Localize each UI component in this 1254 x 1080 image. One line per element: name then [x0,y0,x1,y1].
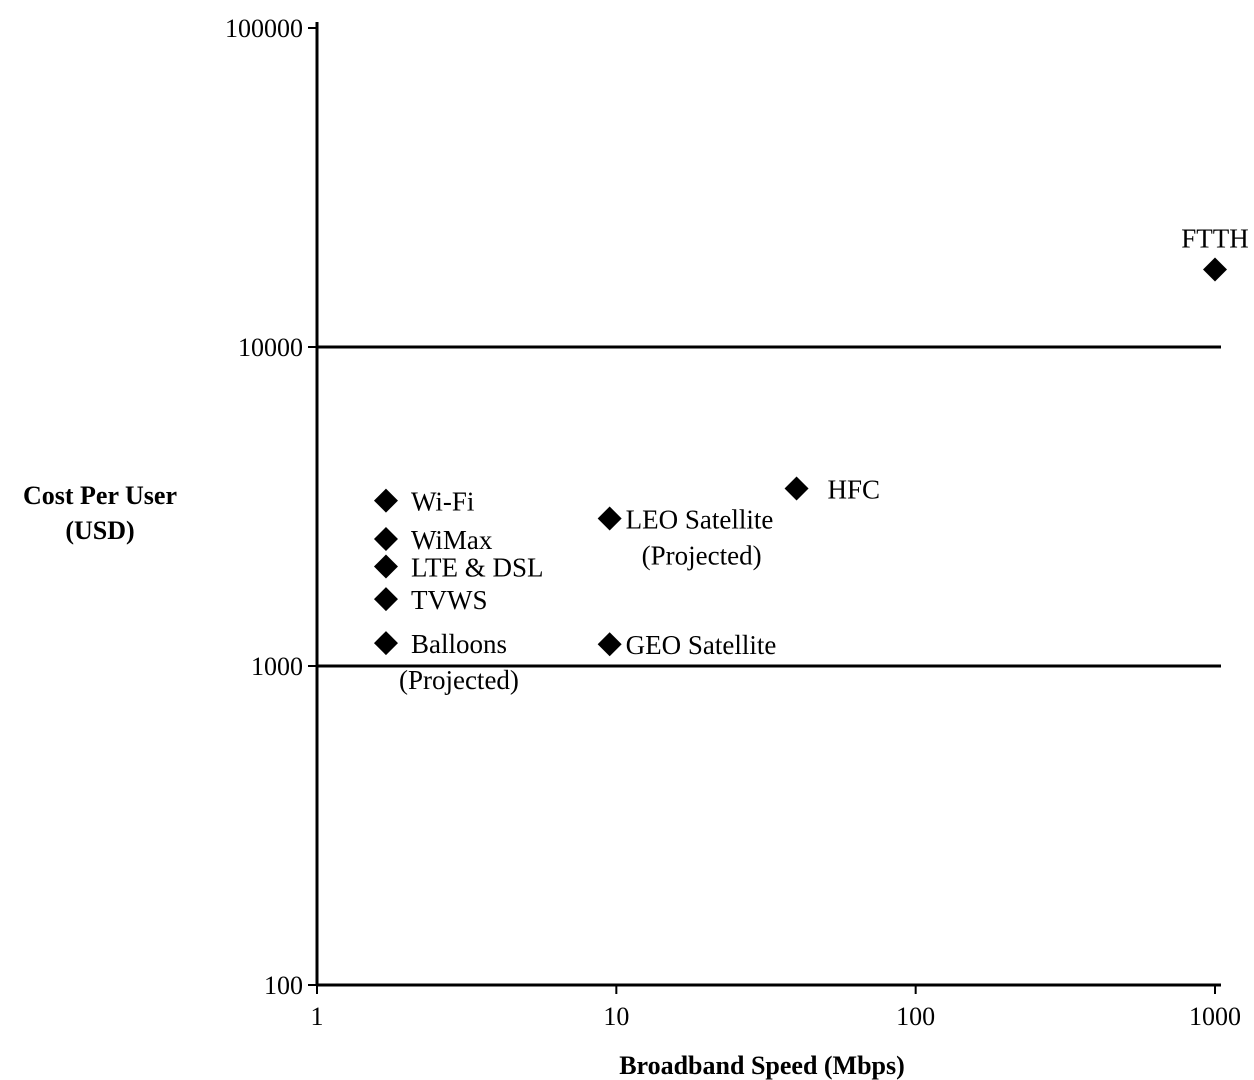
point-label: FTTH [1181,223,1249,253]
y-tick-label: 1000 [251,652,303,681]
x-tick-label: 100 [896,1002,935,1031]
point-balloons [373,631,398,656]
x-tick-label: 1000 [1189,1002,1241,1031]
axes [315,22,1221,987]
y-tick-label: 100 [264,971,303,1000]
point-geo-satellite [597,632,622,657]
point-label: (Projected) [642,540,762,570]
point-wi-fi [373,488,398,513]
point-tvws [373,587,398,612]
point-wimax [373,527,398,552]
gridlines [317,345,1221,668]
y-axis-ticks: 100 1000 10000 100000 [225,14,317,1000]
point-label: HFC [828,475,881,505]
point-label: LEO Satellite [626,504,774,534]
point-label: TVWS [411,585,488,615]
point-label: WiMax [411,525,493,555]
point-leo-satellite [597,506,622,531]
y-tick-label: 10000 [238,333,303,362]
x-axis-title: Broadband Speed (Mbps) [619,1051,905,1080]
data-points [373,257,1227,657]
point-ftth [1203,257,1227,282]
point-lte-dsl [373,554,398,579]
point-label: (Projected) [399,665,519,695]
y-axis-title-line-2: (USD) [65,516,134,545]
x-tick-label: 1 [311,1002,324,1031]
point-hfc [784,476,809,501]
x-tick-label: 10 [603,1002,629,1031]
point-label: Balloons [411,629,507,659]
y-axis-title-line-1: Cost Per User [23,481,177,510]
x-axis-ticks: 1 10 100 1000 [311,985,1241,1031]
point-label: LTE & DSL [411,553,544,583]
y-tick-label: 100000 [225,14,303,43]
point-label: GEO Satellite [626,630,777,660]
point-label: Wi-Fi [411,487,474,517]
